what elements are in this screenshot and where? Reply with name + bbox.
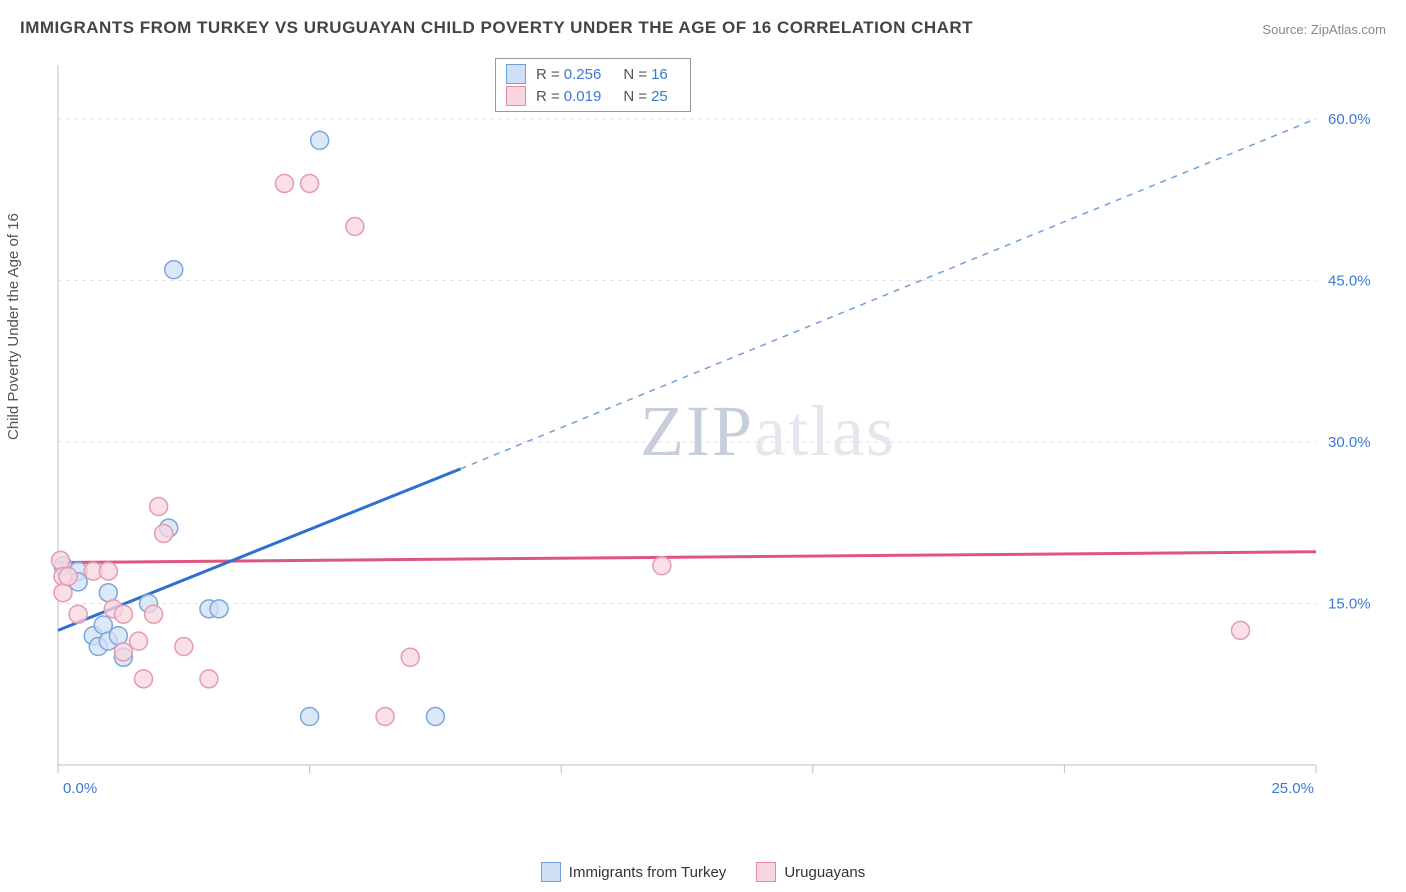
data-point-uruguay <box>54 584 72 602</box>
source-label: Source: <box>1262 22 1307 37</box>
data-point-turkey <box>210 600 228 618</box>
data-point-uruguay <box>69 605 87 623</box>
data-point-turkey <box>165 261 183 279</box>
n-value: 16 <box>651 66 668 83</box>
data-point-turkey <box>426 708 444 726</box>
n-label: N =25 <box>623 88 679 105</box>
data-point-turkey <box>109 627 127 645</box>
data-point-uruguay <box>135 670 153 688</box>
source-value: ZipAtlas.com <box>1311 22 1386 37</box>
legend-item-label: Uruguayans <box>784 864 865 881</box>
n-value: 25 <box>651 88 668 105</box>
data-point-uruguay <box>346 218 364 236</box>
legend-item-uruguay: Uruguayans <box>756 862 865 882</box>
data-point-uruguay <box>155 524 173 542</box>
n-label: N =16 <box>623 66 679 83</box>
r-value: 0.019 <box>564 88 602 105</box>
y-axis-label: Child Poverty Under the Age of 16 <box>5 213 22 440</box>
data-point-uruguay <box>200 670 218 688</box>
legend-swatch-icon <box>541 862 561 882</box>
legend-stat-row-uruguay: R =0.019 N =25 <box>506 85 680 107</box>
legend-stat-row-turkey: R =0.256 N =16 <box>506 63 680 85</box>
y-tick-label: 45.0% <box>1328 272 1371 289</box>
data-point-uruguay <box>275 174 293 192</box>
data-point-uruguay <box>150 498 168 516</box>
data-point-uruguay <box>114 605 132 623</box>
legend-item-label: Immigrants from Turkey <box>569 864 727 881</box>
chart-area: 15.0% 30.0% 45.0% 60.0% 0.0% 25.0% <box>50 55 1386 825</box>
data-point-uruguay <box>59 568 77 586</box>
data-point-uruguay <box>653 557 671 575</box>
data-point-uruguay <box>301 174 319 192</box>
r-value: 0.256 <box>564 66 602 83</box>
data-point-uruguay <box>376 708 394 726</box>
x-tick-label: 0.0% <box>63 780 97 795</box>
data-point-turkey <box>94 616 112 634</box>
legend-swatch-icon <box>756 862 776 882</box>
scatter-plot-svg: 15.0% 30.0% 45.0% 60.0% 0.0% 25.0% <box>50 55 1386 795</box>
legend-item-turkey: Immigrants from Turkey <box>541 862 727 882</box>
r-label: R =0.256 <box>536 66 613 83</box>
legend-series: Immigrants from Turkey Uruguayans <box>0 862 1406 882</box>
chart-title: IMMIGRANTS FROM TURKEY VS URUGUAYAN CHIL… <box>20 18 973 38</box>
y-tick-label: 60.0% <box>1328 111 1371 128</box>
data-point-uruguay <box>52 551 70 569</box>
data-point-turkey <box>311 131 329 149</box>
data-point-uruguay <box>175 638 193 656</box>
y-tick-label: 30.0% <box>1328 434 1371 451</box>
data-point-turkey <box>301 708 319 726</box>
legend-swatch-icon <box>506 86 526 106</box>
data-point-uruguay <box>114 643 132 661</box>
data-point-uruguay <box>1232 621 1250 639</box>
legend-swatch-icon <box>506 64 526 84</box>
data-point-uruguay <box>145 605 163 623</box>
legend-stats: R =0.256 N =16 R =0.019 N =25 <box>495 58 691 112</box>
trend-line-turkey-ext <box>461 119 1316 469</box>
data-point-uruguay <box>99 562 117 580</box>
source-attribution: Source: ZipAtlas.com <box>1262 22 1386 37</box>
y-tick-label: 15.0% <box>1328 595 1371 612</box>
data-point-uruguay <box>130 632 148 650</box>
x-tick-label: 25.0% <box>1271 780 1314 795</box>
data-point-uruguay <box>401 648 419 666</box>
data-point-turkey <box>99 584 117 602</box>
r-label: R =0.019 <box>536 88 613 105</box>
